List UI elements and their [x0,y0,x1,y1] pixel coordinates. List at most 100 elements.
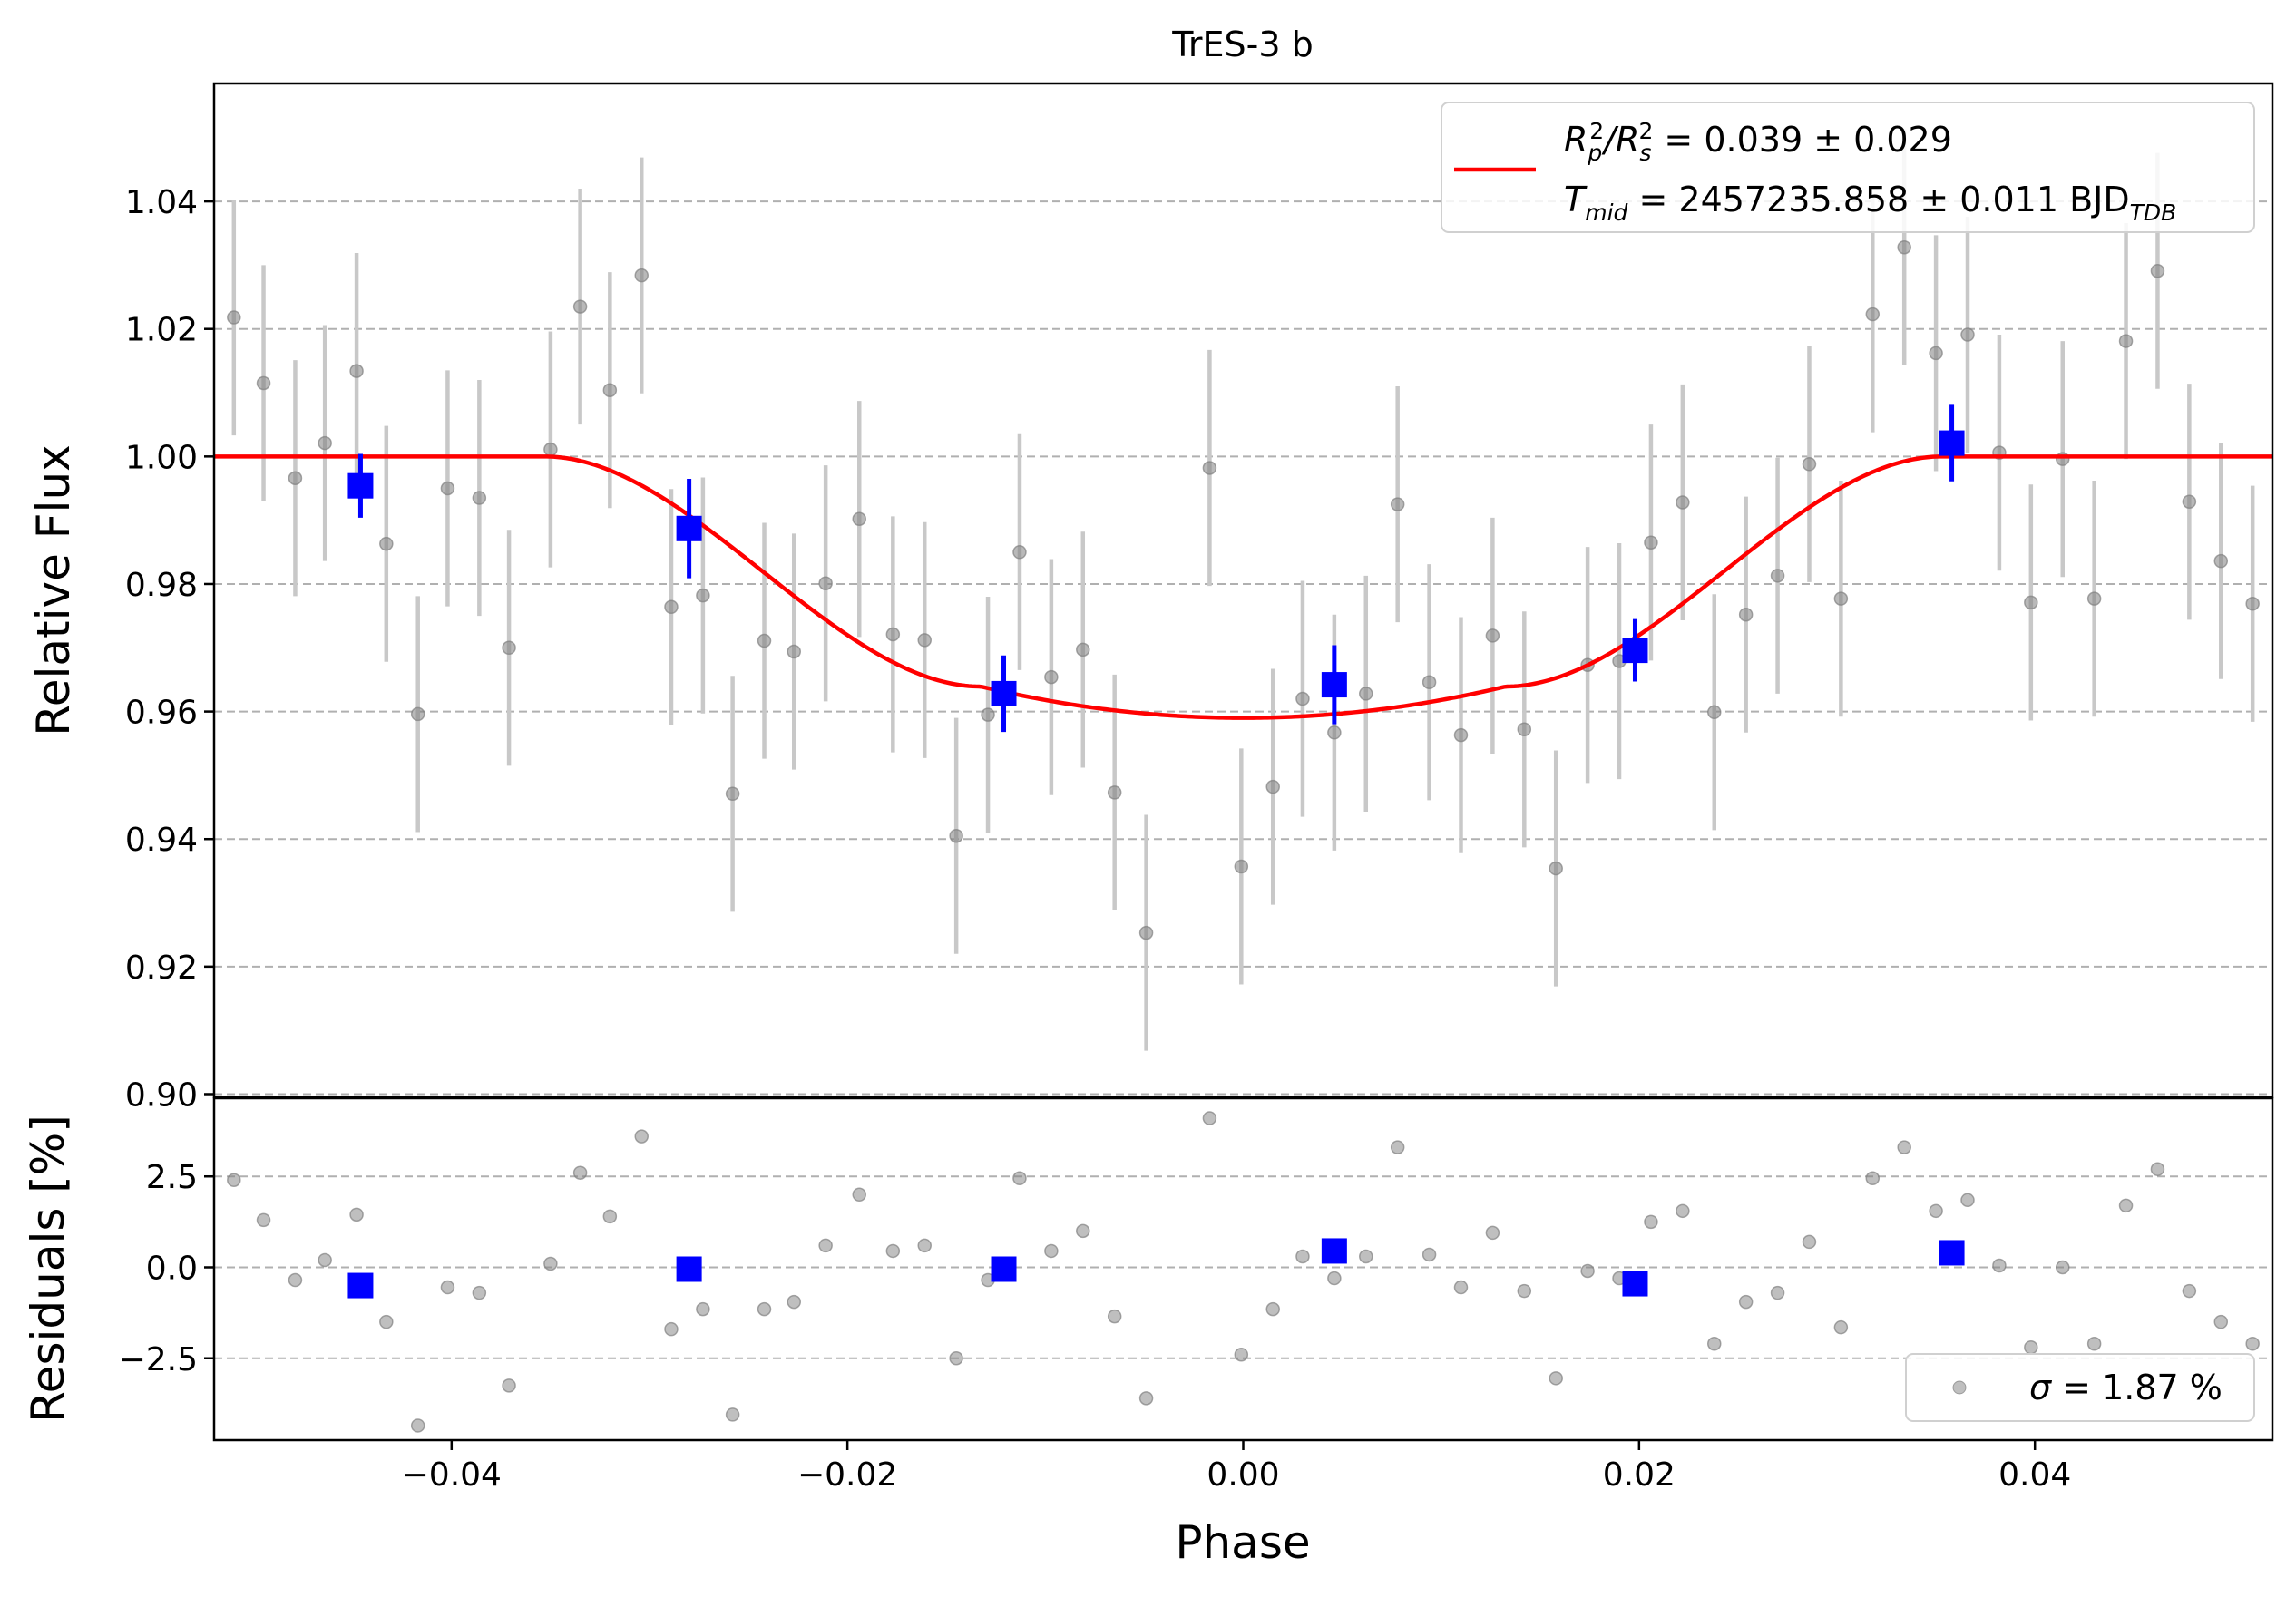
data-point [1517,722,1532,737]
residual-point [1738,1294,1754,1310]
residual-point [1992,1258,2007,1273]
binned-residual [347,1272,374,1299]
residual-point [410,1418,425,1433]
data-point [2118,334,2134,348]
residual-point [1580,1263,1595,1279]
residual-point [1265,1301,1280,1317]
binned-residual [1622,1271,1648,1297]
phase-xtick-label: 0.02 [1603,1456,1676,1494]
residual-point [2024,1339,2038,1355]
residual-points [227,1111,2260,1433]
sigma-legend-label: σ = 1.87 % [2029,1368,2223,1407]
residual-point [1453,1280,1469,1295]
phase-xtick-label: 0.04 [1998,1456,2071,1494]
data-point [1327,725,1342,740]
data-point [1549,861,1563,876]
residual-point [1485,1225,1500,1241]
data-point [1202,461,1217,475]
data-point [379,536,394,551]
binned-point [1622,638,1648,664]
data-point [981,707,995,722]
residual-point [2245,1336,2260,1351]
residual-point [472,1285,487,1300]
residual-point [1865,1171,1881,1185]
residual-point [1234,1348,1249,1362]
residual-point [2055,1260,2070,1275]
data-point [472,491,487,505]
residual-point [634,1129,650,1144]
top-ytick-label: 0.90 [125,1076,198,1114]
residual-point [1076,1223,1090,1239]
data-point [1738,607,1754,622]
data-point [1707,705,1722,720]
data-point [2024,595,2038,610]
data-point [1960,327,1975,342]
binned-points [347,404,1965,733]
binned-point [991,680,1017,706]
data-point [410,706,425,722]
residual-ytick-label: 2.5 [146,1159,198,1196]
residual-point [1422,1247,1437,1262]
data-point [2086,591,2102,606]
top-ytick-label: 0.92 [125,949,198,987]
data-point [227,310,241,325]
residual-point [1707,1336,1722,1351]
residual-point [543,1256,558,1271]
data-point [256,375,271,391]
residual-point [502,1378,516,1393]
residual-y-ticks: −2.5 0.0 2.5 [119,1159,214,1378]
binned-point [1321,672,1347,698]
residual-point [2118,1198,2134,1213]
model-legend: Rp2/Rs2 = 0.039 ± 0.029 Tmid = 2457235.8… [1441,102,2255,233]
sigma-legend-marker [1952,1380,1967,1395]
data-point [1676,495,1690,510]
binned-point [1939,430,1965,456]
binned-residual [991,1256,1017,1282]
residual-point [2150,1162,2165,1176]
sigma-legend: σ = 1.87 % [1905,1353,2255,1422]
data-point [602,383,618,397]
data-point [1012,545,1027,560]
residual-point [949,1351,963,1366]
chart-title: TrES-3 b [1171,24,1313,64]
model-legend-box [1441,102,2255,233]
residual-point [1202,1111,1217,1125]
residual-point [1327,1271,1342,1286]
transit-model-line [214,454,2272,720]
data-point [1295,691,1310,706]
data-point [1390,497,1405,511]
data-point [1833,591,1849,606]
data-point [2182,494,2197,510]
residual-point [757,1301,772,1317]
data-point [1802,457,1817,472]
data-point [1076,642,1090,657]
data-point [2245,597,2260,611]
data-point [288,471,303,485]
residual-point [2213,1314,2229,1329]
data-point [1485,628,1500,643]
residuals-panel: −2.5 0.0 2.5 −0.04 −0.02 0.00 0.02 0.04 Residu… [22,1096,2274,1569]
residuals-ylabel: Residuals [%] [22,1115,74,1423]
residual-point [852,1187,866,1203]
residual-point [1960,1193,1975,1208]
residual-point [725,1407,740,1422]
binned-point [676,515,702,541]
binned-residual [1939,1240,1965,1266]
data-point [1265,779,1280,794]
residual-point [1802,1234,1817,1250]
data-point [2213,553,2229,569]
residual-point [318,1252,332,1268]
residual-point [1644,1214,1658,1230]
data-point [1897,239,1911,255]
data-point [917,633,932,648]
light-curve-panel: 0.90 0.92 0.94 0.96 0.98 1.00 1.02 1.04 Relativ… [27,82,2274,1114]
top-ytick-label: 0.98 [125,567,198,604]
residual-point [227,1173,241,1187]
binned-residuals [347,1238,1965,1299]
residual-point [288,1272,303,1288]
residual-ytick-label: −2.5 [119,1341,198,1378]
residual-point [1929,1203,1943,1219]
binned-residual [1321,1238,1347,1264]
